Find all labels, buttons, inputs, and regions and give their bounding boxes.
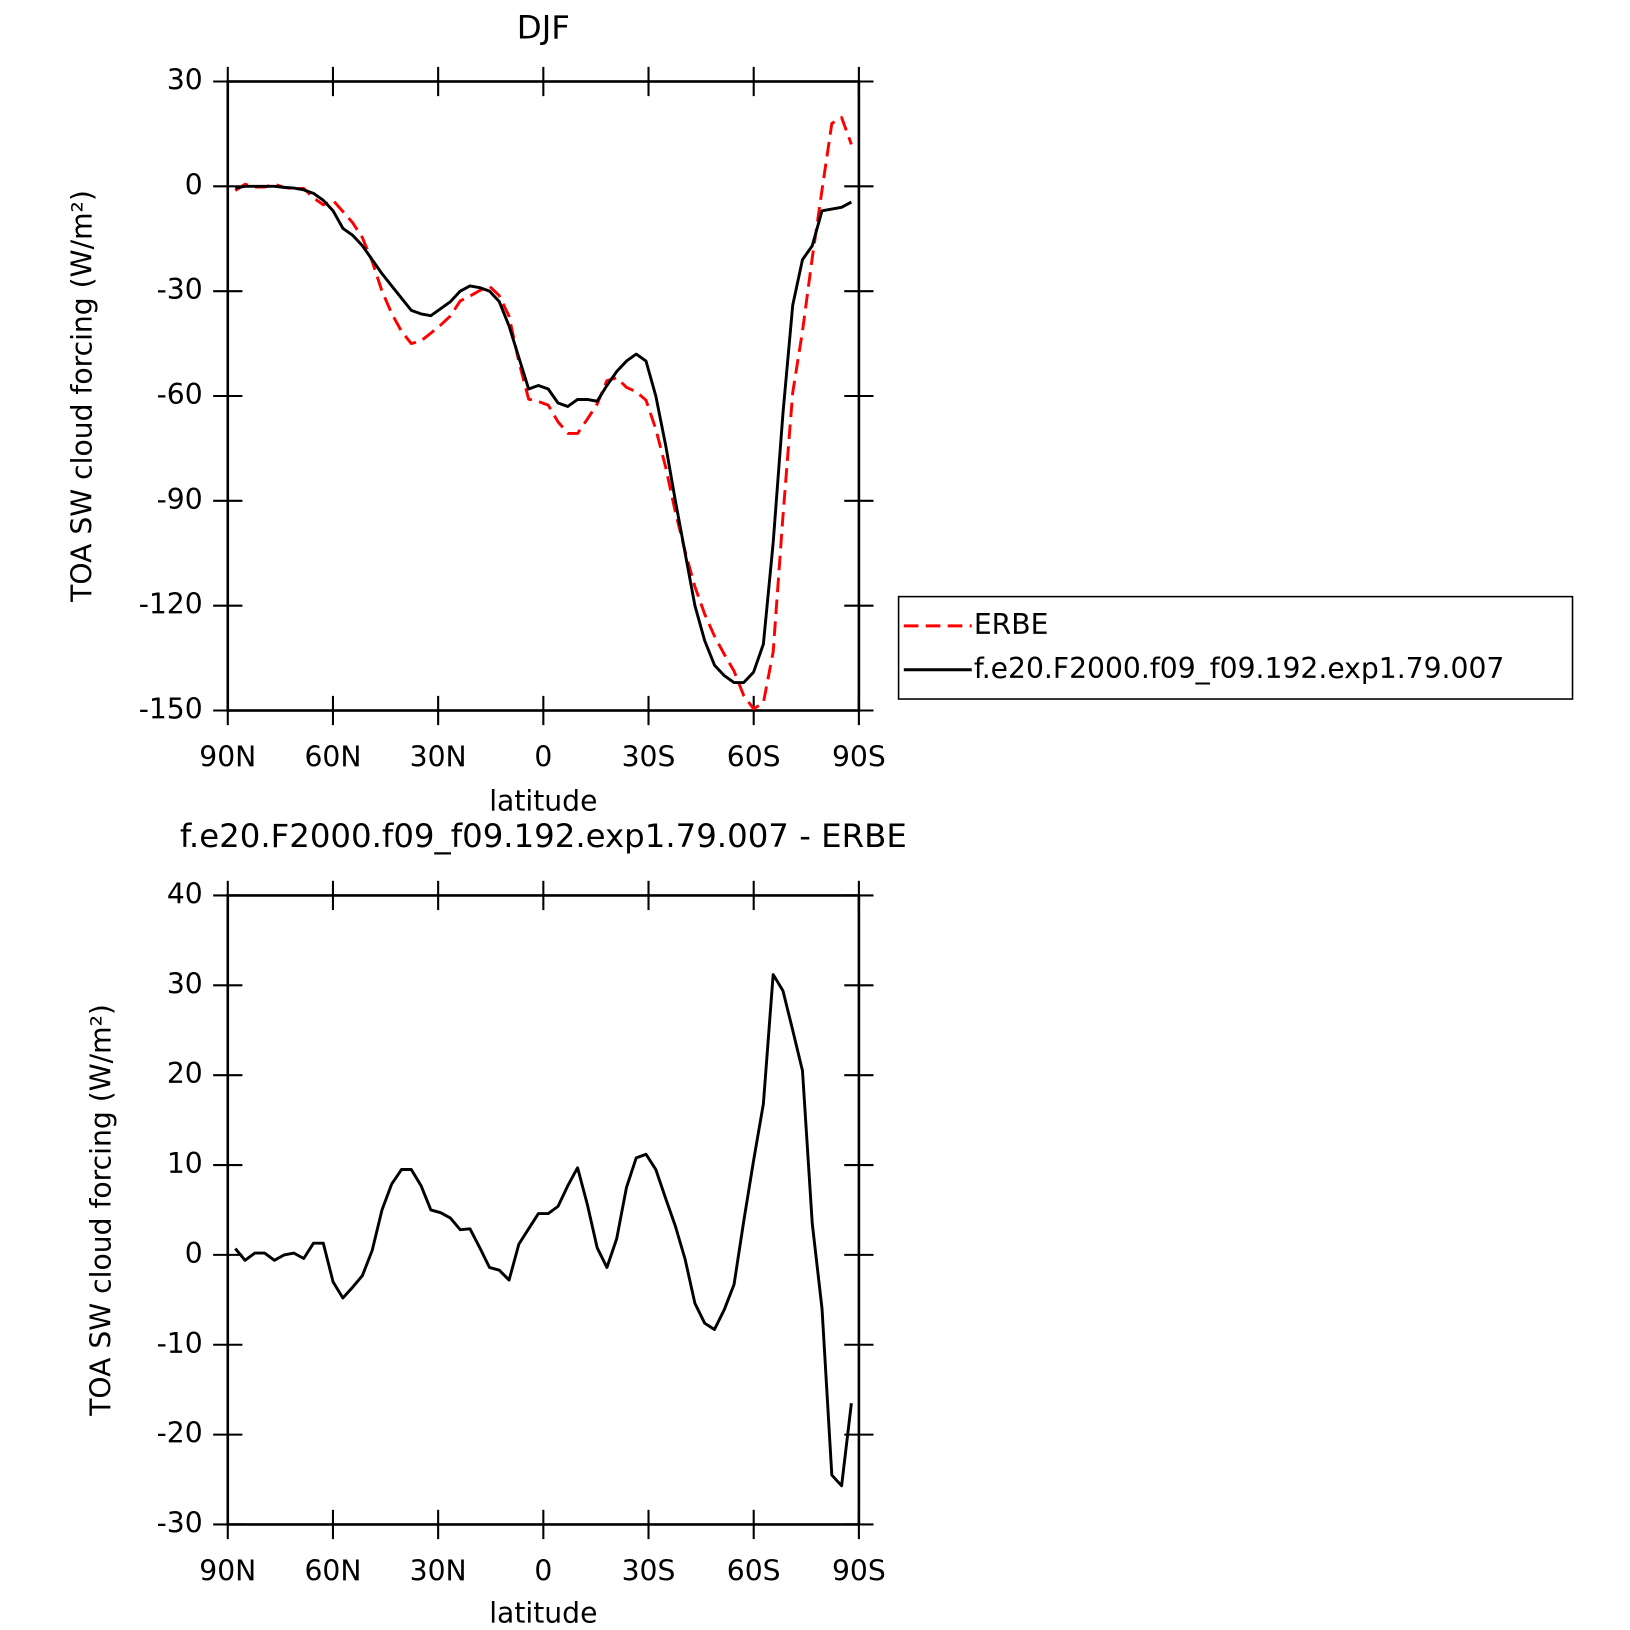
x-tick-label: 90N (199, 741, 256, 774)
series-line (234, 973, 853, 1488)
y-tick-label: 10 (167, 1147, 203, 1180)
legend-box (897, 595, 1574, 700)
series-line (235, 184, 853, 685)
y-tick-label: -10 (157, 1327, 203, 1360)
y-tick-label: -90 (157, 483, 203, 516)
x-axis-label: latitude (489, 784, 597, 817)
y-tick-label: -30 (157, 1506, 203, 1539)
y-axis-label: TOA SW cloud forcing (W/m²) (84, 1004, 117, 1417)
plot-frame (226, 80, 861, 712)
x-axis-label: latitude (489, 1596, 597, 1629)
y-tick-label: -150 (139, 693, 203, 726)
y-tick-label: 40 (167, 877, 203, 910)
y-tick-label: 0 (185, 1237, 203, 1270)
x-tick-label: 90N (199, 1555, 256, 1588)
y-tick-label: 0 (185, 168, 203, 201)
y-tick-label: -30 (157, 273, 203, 306)
y-tick-label: -60 (157, 378, 203, 411)
x-tick-label: 30S (622, 1555, 676, 1588)
y-tick-label: -120 (139, 588, 203, 621)
chart-title: f.e20.F2000.f09_f09.192.exp1.79.007 - ER… (180, 817, 907, 855)
x-tick-label: 30N (410, 1555, 467, 1588)
plot-frame (226, 894, 861, 1526)
chart-title: DJF (517, 8, 570, 46)
y-axis-label: TOA SW cloud forcing (W/m²) (66, 190, 99, 603)
x-tick-label: 60N (304, 1555, 361, 1588)
x-tick-label: 90S (832, 1555, 886, 1588)
x-tick-label: 60N (304, 741, 361, 774)
x-tick-label: 60S (727, 1555, 781, 1588)
legend-label: ERBE (974, 608, 1049, 641)
x-tick-label: 0 (534, 741, 552, 774)
x-tick-label: 0 (534, 1555, 552, 1588)
y-tick-label: 30 (167, 967, 203, 1000)
x-tick-label: 30S (622, 741, 676, 774)
x-tick-label: 90S (832, 741, 886, 774)
legend-label: f.e20.F2000.f09_f09.192.exp1.79.007 (974, 652, 1505, 685)
series-line (234, 116, 853, 711)
y-tick-label: -20 (157, 1417, 203, 1450)
y-tick-label: 30 (167, 64, 203, 97)
x-tick-label: 30N (410, 741, 467, 774)
x-tick-label: 60S (727, 741, 781, 774)
y-tick-label: 20 (167, 1057, 203, 1090)
